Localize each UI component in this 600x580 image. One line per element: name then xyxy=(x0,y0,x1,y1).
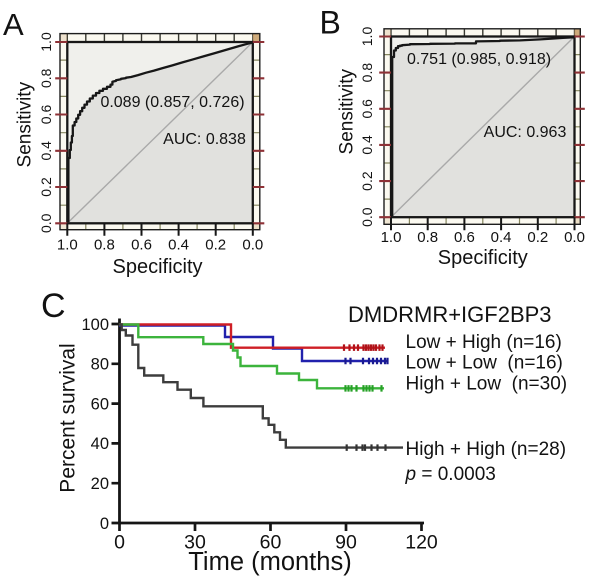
svg-text:B: B xyxy=(320,5,341,41)
svg-text:High + High (n=28): High + High (n=28) xyxy=(406,439,567,460)
svg-text:100: 100 xyxy=(81,316,109,334)
svg-text:0.2: 0.2 xyxy=(205,237,226,254)
svg-text:60: 60 xyxy=(260,532,282,554)
svg-text:0.8: 0.8 xyxy=(359,63,375,83)
svg-text:0.2: 0.2 xyxy=(527,229,548,246)
svg-text:0.089 (0.857, 0.726): 0.089 (0.857, 0.726) xyxy=(100,94,244,111)
svg-text:0.4: 0.4 xyxy=(38,141,54,161)
svg-text:Specificity: Specificity xyxy=(112,256,202,278)
svg-text:0.6: 0.6 xyxy=(454,229,475,246)
svg-text:90: 90 xyxy=(335,532,357,554)
svg-text:0: 0 xyxy=(114,532,125,554)
svg-text:0.4: 0.4 xyxy=(491,229,512,246)
svg-text:Low + High (n=16): Low + High (n=16) xyxy=(406,332,562,353)
svg-text:0.4: 0.4 xyxy=(168,237,189,254)
svg-text:p = 0.0003: p = 0.0003 xyxy=(405,464,496,485)
svg-text:0.2: 0.2 xyxy=(38,177,54,197)
svg-text:DMDRMR+IGF2BP3: DMDRMR+IGF2BP3 xyxy=(348,302,552,327)
svg-text:0.2: 0.2 xyxy=(359,171,375,191)
svg-text:0.4: 0.4 xyxy=(359,135,375,155)
svg-text:0.0: 0.0 xyxy=(38,213,54,233)
svg-text:0: 0 xyxy=(100,515,109,533)
svg-text:C: C xyxy=(41,287,66,325)
svg-text:0.6: 0.6 xyxy=(359,99,375,119)
svg-text:1.0: 1.0 xyxy=(38,32,54,52)
svg-text:Sensitivity: Sensitivity xyxy=(337,68,358,154)
svg-text:Percent survival: Percent survival xyxy=(57,343,80,492)
svg-text:0.0: 0.0 xyxy=(359,207,375,227)
svg-text:Specificity: Specificity xyxy=(438,247,528,269)
svg-text:1.0: 1.0 xyxy=(57,237,78,254)
svg-text:AUC: 0.963: AUC: 0.963 xyxy=(484,124,567,141)
svg-text:0.8: 0.8 xyxy=(38,68,54,88)
svg-text:0.6: 0.6 xyxy=(38,105,54,125)
svg-text:0.0: 0.0 xyxy=(564,229,585,246)
svg-text:20: 20 xyxy=(91,475,109,493)
svg-text:1.0: 1.0 xyxy=(359,27,375,47)
svg-text:0.8: 0.8 xyxy=(417,229,438,246)
svg-text:80: 80 xyxy=(91,356,109,374)
svg-text:40: 40 xyxy=(91,435,109,453)
svg-text:0.0: 0.0 xyxy=(242,237,263,254)
svg-text:A: A xyxy=(3,7,24,42)
svg-text:0.751 (0.985, 0.918): 0.751 (0.985, 0.918) xyxy=(407,51,551,68)
svg-text:1.0: 1.0 xyxy=(381,229,402,246)
svg-text:0.6: 0.6 xyxy=(131,237,152,254)
svg-text:High + Low (n=30): High + Low (n=30) xyxy=(406,374,568,395)
svg-text:0.8: 0.8 xyxy=(94,237,115,254)
svg-text:120: 120 xyxy=(405,532,438,554)
svg-text:Sensitivity: Sensitivity xyxy=(15,81,36,167)
svg-text:Time (months): Time (months) xyxy=(188,548,351,576)
svg-text:Low + Low (n=16): Low + Low (n=16) xyxy=(406,353,563,374)
svg-text:AUC: 0.838: AUC: 0.838 xyxy=(163,131,246,148)
svg-text:30: 30 xyxy=(184,532,206,554)
svg-text:60: 60 xyxy=(91,395,109,413)
